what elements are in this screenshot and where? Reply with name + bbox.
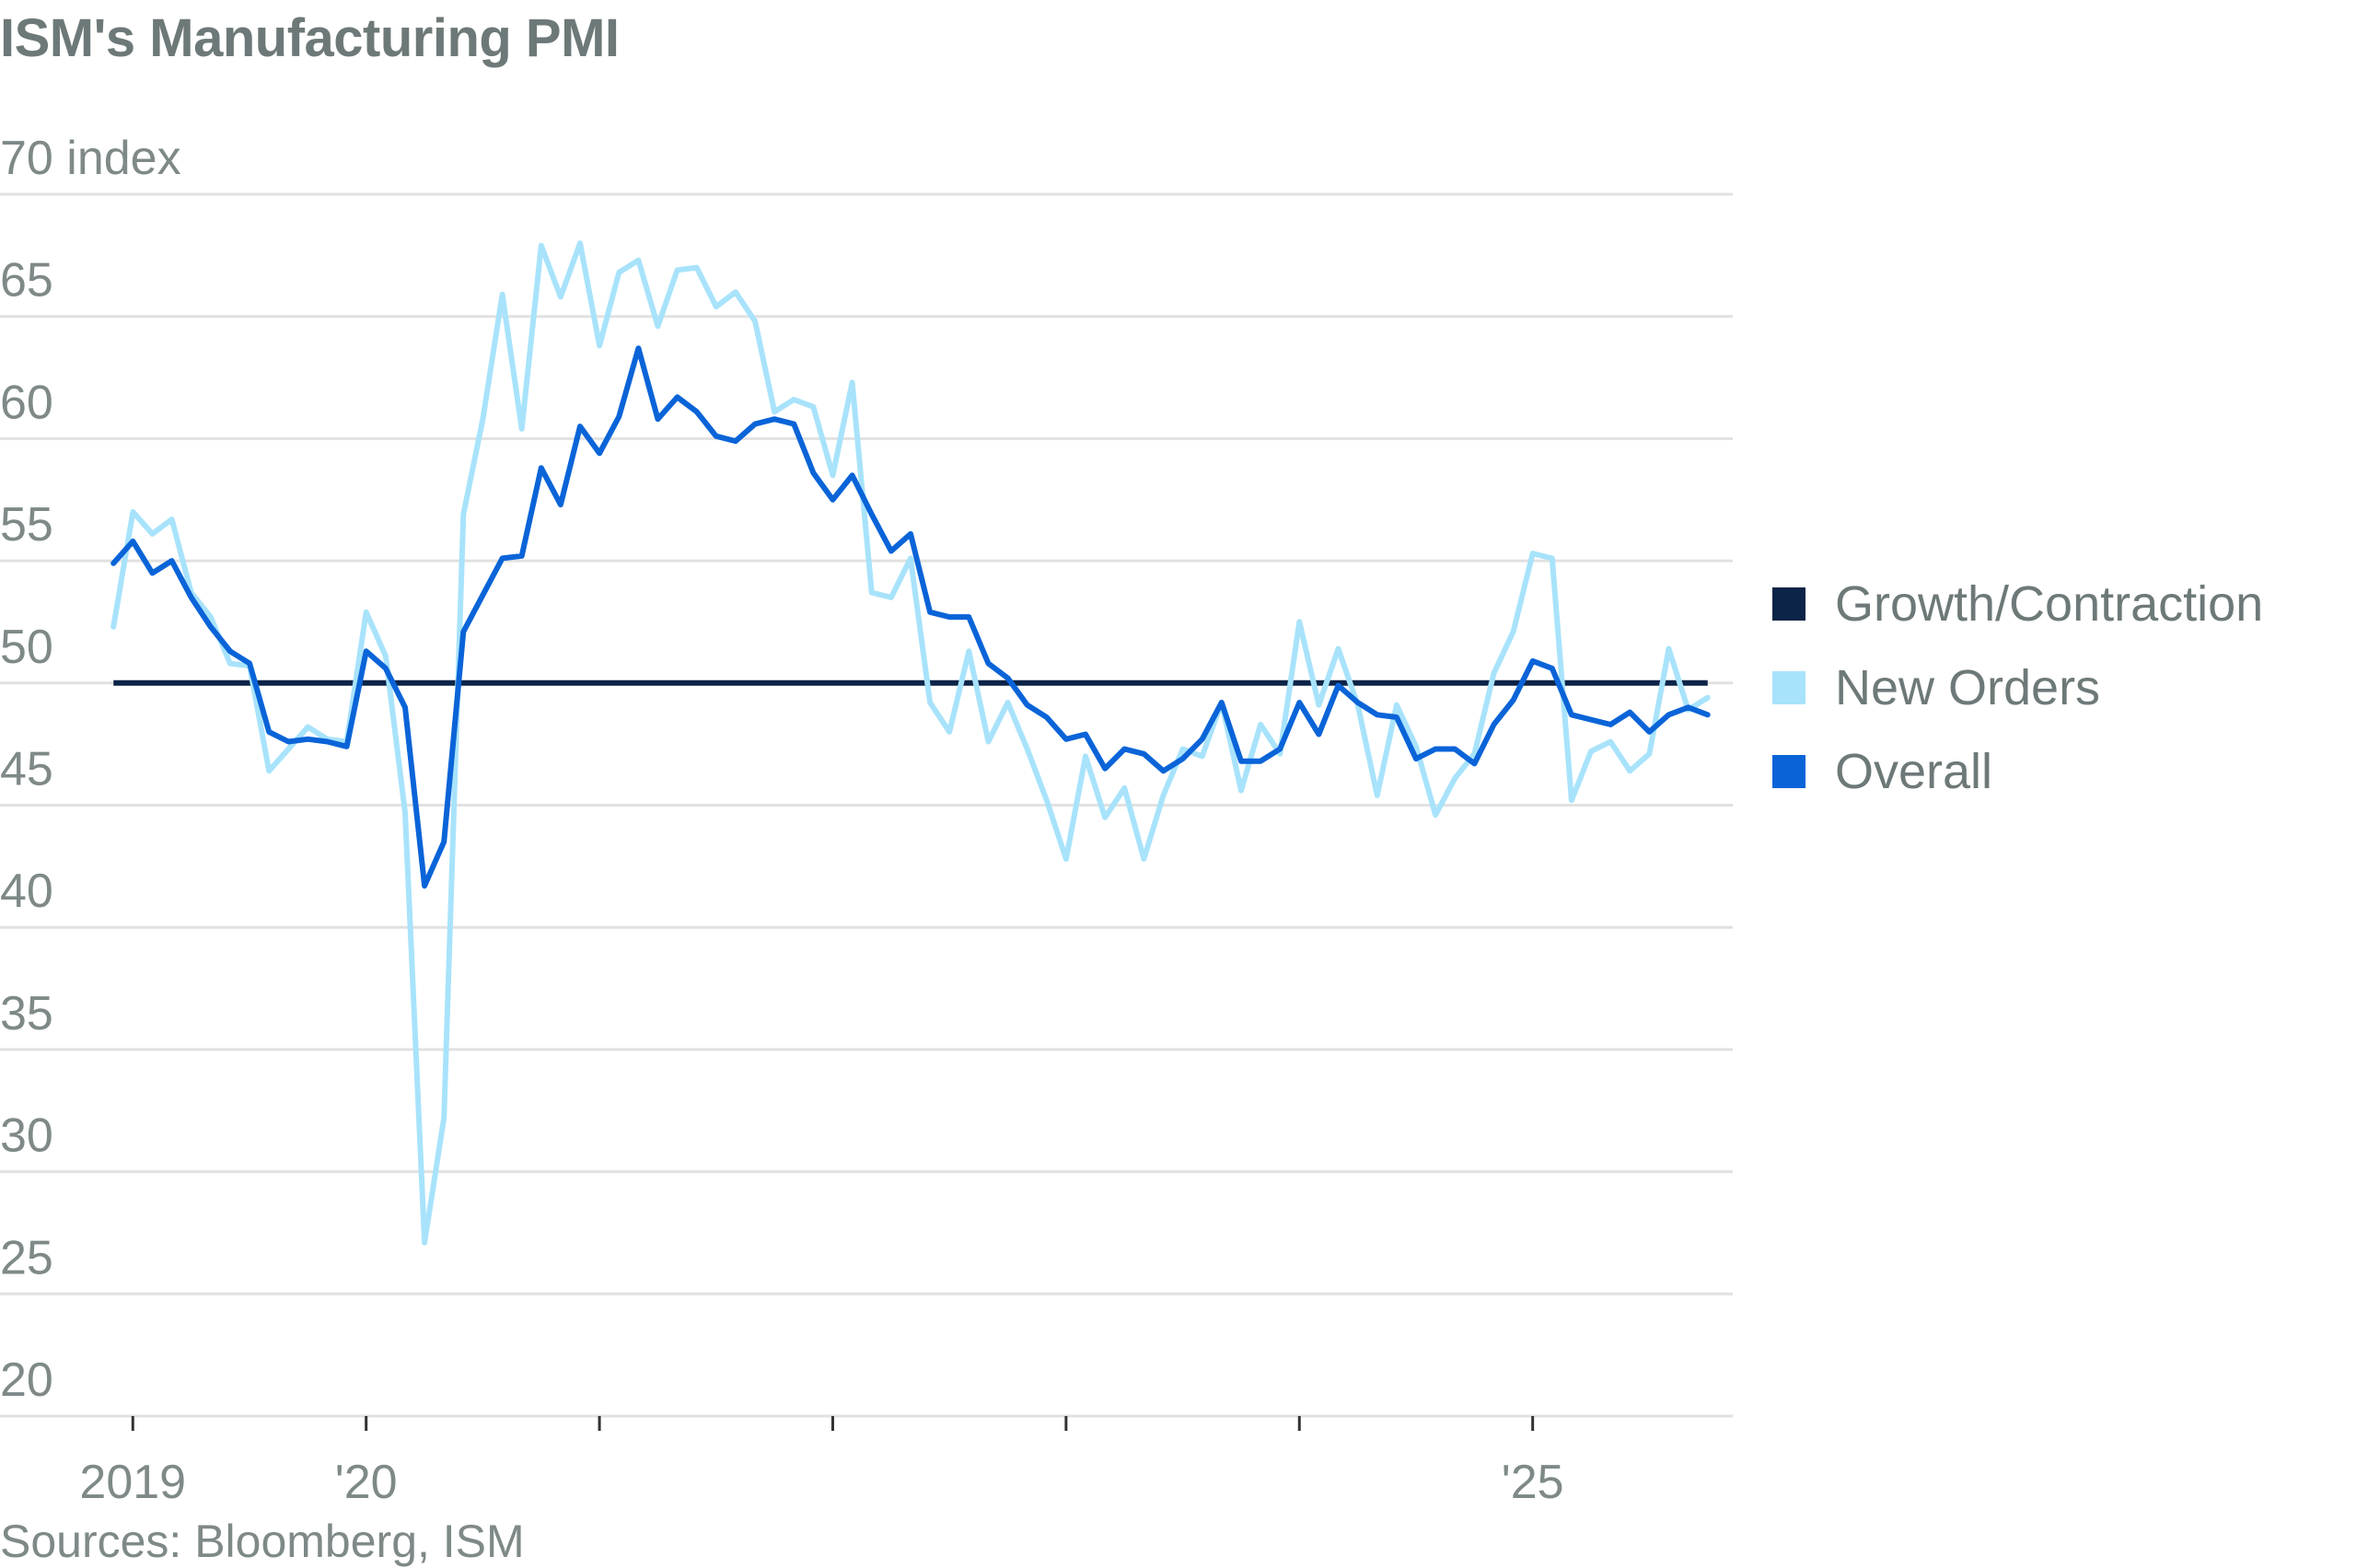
y-tick-label: 40 bbox=[0, 865, 53, 918]
series-layer bbox=[110, 240, 1711, 1246]
overall-line bbox=[110, 345, 1711, 889]
y-axis-labels: 20 25 30 35 40 45 50 55 60 65 70 index bbox=[0, 132, 181, 1407]
x-tick-label: '25 bbox=[1502, 1456, 1564, 1509]
y-tick-label: 65 bbox=[0, 254, 53, 308]
legend-swatch bbox=[1772, 670, 1805, 704]
legend: Growth/Contraction New Orders Overall bbox=[1772, 562, 2263, 813]
y-tick-label: 50 bbox=[0, 621, 53, 674]
y-tick-label: 25 bbox=[0, 1231, 53, 1284]
source-note: Sources: Bloomberg, ISM bbox=[0, 1516, 525, 1567]
x-axis: 2019 '20 '25 bbox=[79, 1416, 1564, 1509]
y-tick-label: 60 bbox=[0, 376, 53, 429]
legend-item-new-orders: New Orders bbox=[1772, 645, 2263, 729]
y-tick-label: 20 bbox=[0, 1353, 53, 1407]
y-tick-label: 70 index bbox=[0, 132, 181, 185]
y-tick-label: 45 bbox=[0, 743, 53, 796]
x-tick-label: '20 bbox=[335, 1456, 398, 1509]
y-tick-label: 55 bbox=[0, 498, 53, 552]
legend-item-growth-contraction: Growth/Contraction bbox=[1772, 562, 2263, 645]
y-tick-label: 30 bbox=[0, 1109, 53, 1163]
legend-label: Growth/Contraction bbox=[1835, 575, 2264, 632]
x-tick-label: 2019 bbox=[79, 1456, 186, 1509]
legend-swatch bbox=[1772, 587, 1805, 621]
grid-layer bbox=[0, 192, 1733, 1418]
legend-swatch bbox=[1772, 754, 1805, 788]
legend-item-overall: Overall bbox=[1772, 729, 2263, 813]
legend-label: New Orders bbox=[1835, 659, 2101, 715]
legend-label: Overall bbox=[1835, 743, 1993, 799]
chart-title: ISM's Manufacturing PMI bbox=[0, 8, 620, 68]
new-orders-line bbox=[110, 240, 1711, 1246]
y-tick-label: 35 bbox=[0, 987, 53, 1040]
